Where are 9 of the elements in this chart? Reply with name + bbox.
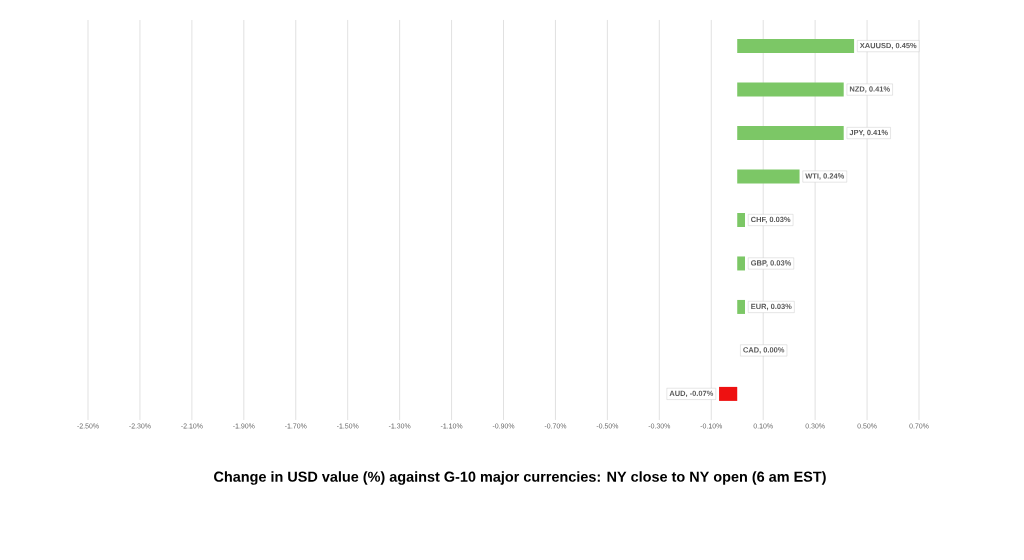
bar bbox=[719, 386, 738, 401]
bar bbox=[737, 212, 746, 227]
bar bbox=[737, 256, 746, 271]
bar bbox=[737, 299, 746, 314]
bar bbox=[737, 39, 855, 54]
bar bbox=[737, 169, 800, 184]
bar bbox=[737, 82, 844, 97]
bar bbox=[737, 126, 844, 141]
text: Change in USD value (%) against G-10 major currencies: NY close to NY open (6 am EST) bbox=[214, 471, 826, 485]
